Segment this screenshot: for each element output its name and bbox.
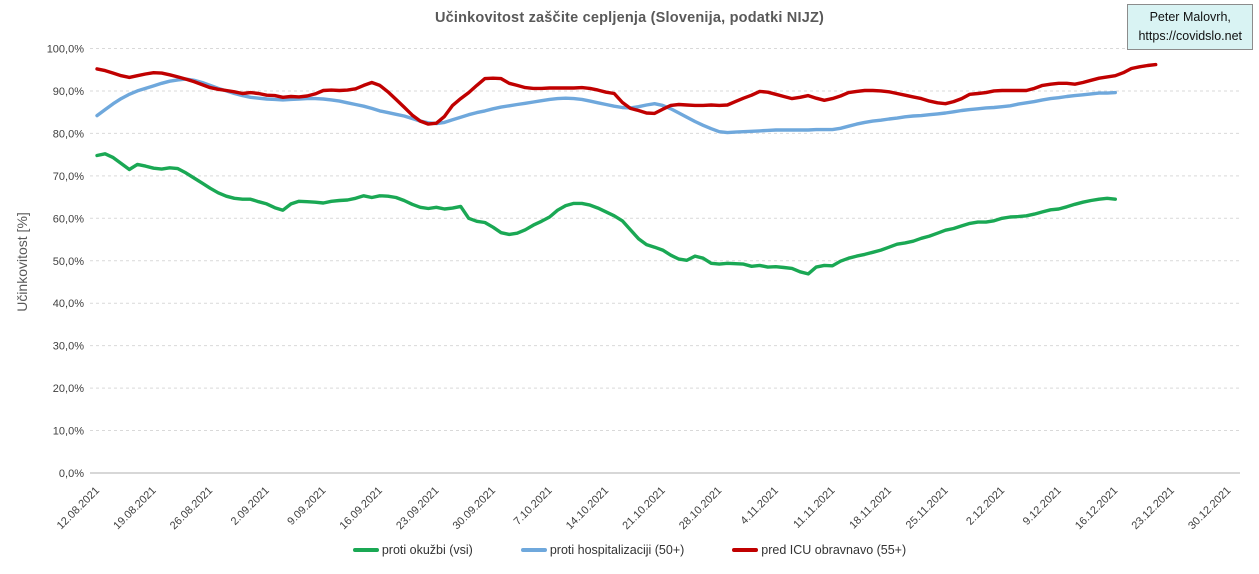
legend-item-hospitalizaciji: proti hospitalizaciji (50+) — [520, 543, 685, 557]
credit-badge: Peter Malovrh, https://covidslo.net — [1127, 4, 1253, 50]
x-tick-label-12: 4.11.2021 — [738, 485, 781, 528]
y-tick-label-70: 70,0% — [53, 171, 84, 183]
series-line-2 — [95, 62, 1158, 126]
x-tick-label-19: 23.12.2021 — [1130, 485, 1177, 532]
x-tick-label-8: 7.10.2021 — [512, 485, 555, 528]
y-tick-label-40: 40,0% — [53, 298, 84, 310]
legend-item-okuzbi: proti okužbi (vsi) — [352, 543, 473, 557]
x-tick-label-0: 12.08.2021 — [55, 485, 102, 532]
y-axis-title: Učinkovitost [%] — [14, 212, 30, 312]
x-tick-label-3: 2.09.2021 — [229, 485, 272, 528]
x-tick-label-7: 30.09.2021 — [451, 485, 498, 532]
y-tick-label-50: 50,0% — [53, 256, 84, 268]
x-tick-label-13: 11.11.2021 — [791, 485, 837, 531]
credit-author: Peter Malovrh, — [1149, 10, 1231, 24]
y-tick-label-0: 0,0% — [59, 468, 84, 480]
y-tick-label-10: 10,0% — [53, 426, 84, 438]
chart-legend: proti okužbi (vsi) proti hospitalizaciji… — [0, 543, 1259, 557]
y-tick-label-90: 90,0% — [53, 86, 84, 98]
y-tick-label-60: 60,0% — [53, 213, 84, 225]
x-tick-label-5: 16.09.2021 — [338, 485, 385, 532]
y-tick-label-20: 20,0% — [53, 383, 84, 395]
legend-swatch-icu — [732, 548, 759, 552]
x-tick-label-10: 21.10.2021 — [620, 485, 667, 532]
legend-label-icu: pred ICU obravnavo (55+) — [761, 543, 907, 557]
legend-swatch-hospitalizaciji — [520, 548, 547, 552]
x-tick-label-6: 23.09.2021 — [394, 485, 441, 532]
legend-label-okuzbi: proti okužbi (vsi) — [381, 543, 473, 557]
x-tick-label-11: 28.10.2021 — [677, 485, 724, 532]
y-tick-label-80: 80,0% — [53, 128, 84, 140]
y-tick-label-100: 100,0% — [47, 44, 85, 56]
x-tick-label-2: 26.08.2021 — [168, 485, 215, 532]
x-tick-label-16: 2.12.2021 — [964, 485, 1007, 528]
x-tick-label-17: 9.12.2021 — [1021, 485, 1064, 528]
x-tick-label-9: 14.10.2021 — [564, 485, 611, 532]
legend-item-icu: pred ICU obravnavo (55+) — [732, 543, 906, 557]
series-line-0 — [95, 152, 1118, 276]
x-tick-label-20: 30.12.2021 — [1186, 485, 1233, 532]
x-tick-label-18: 16.12.2021 — [1073, 485, 1120, 532]
y-tick-label-30: 30,0% — [53, 341, 84, 353]
x-tick-label-1: 19.08.2021 — [111, 485, 158, 532]
credit-url: https://covidslo.net — [1138, 28, 1242, 43]
legend-swatch-okuzbi — [352, 548, 379, 552]
legend-label-hospitalizaciji: proti hospitalizaciji (50+) — [549, 543, 685, 557]
page-title: Učinkovitost zaščite cepljenja (Slovenij… — [434, 10, 825, 26]
series-line-1 — [95, 77, 1118, 135]
x-tick-label-14: 18.11.2021 — [847, 485, 894, 532]
x-tick-label-4: 9.09.2021 — [285, 485, 328, 528]
x-tick-label-15: 25.11.2021 — [904, 485, 951, 532]
